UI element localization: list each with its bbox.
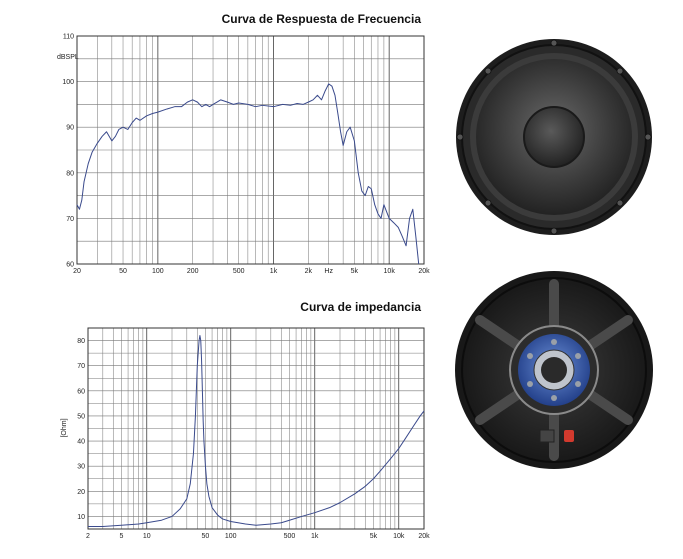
y-tick-label: 80 (66, 170, 74, 177)
y-tick-label: 10 (77, 514, 85, 521)
y-tick-label: 100 (62, 79, 74, 86)
y-tick-label: 50 (77, 413, 85, 420)
frequency-response-title: Curva de Respuesta de Frecuencia (221, 12, 421, 26)
y-tick-label: 30 (77, 464, 85, 471)
y-tick-label: 20 (77, 489, 85, 496)
x-tick-label: 500 (233, 268, 245, 275)
x-tick-label: 1k (270, 268, 278, 275)
y-axis-label: [Ohm] (61, 418, 68, 437)
x-tick-label: 5k (370, 533, 378, 540)
x-tick-label: 20k (418, 533, 430, 540)
grid (76, 35, 425, 265)
x-tick-label: 20k (418, 268, 430, 275)
x-tick-label: 2k (305, 268, 313, 275)
x-tick-label: 10 (143, 533, 151, 540)
series-line (76, 83, 420, 265)
x-tick-label: 50 (202, 533, 210, 540)
x-tick-label: 50 (119, 268, 127, 275)
x-tick-label: 200 (187, 268, 199, 275)
x-tick-label: 5k (351, 268, 359, 275)
series-line (88, 335, 425, 527)
x-tick-label: 1k (311, 533, 319, 540)
x-tick-label: 10k (393, 533, 405, 540)
x-tick-label: 2 (86, 533, 90, 540)
y-tick-label: 60 (66, 262, 74, 269)
x-tick-label: Hz (324, 268, 333, 275)
plot-frame (76, 35, 425, 265)
y-tick-label: 110 (63, 34, 74, 41)
y-axis-label: dBSPL (57, 54, 79, 61)
impedance-title: Curva de impedancia (300, 300, 421, 314)
y-tick-label: 80 (77, 338, 85, 345)
x-tick-label: 500 (284, 533, 296, 540)
y-tick-label: 70 (66, 216, 74, 223)
plot-frame (87, 327, 425, 530)
y-tick-label: 90 (66, 125, 74, 132)
y-tick-label: 40 (77, 439, 85, 446)
y-tick-label: 70 (77, 363, 85, 370)
x-tick-label: 10k (384, 268, 396, 275)
x-tick-label: 100 (225, 533, 237, 540)
x-tick-label: 5 (119, 533, 123, 540)
y-tick-label: 60 (77, 388, 85, 395)
x-tick-label: 100 (152, 268, 164, 275)
x-tick-label: 20 (73, 268, 81, 275)
